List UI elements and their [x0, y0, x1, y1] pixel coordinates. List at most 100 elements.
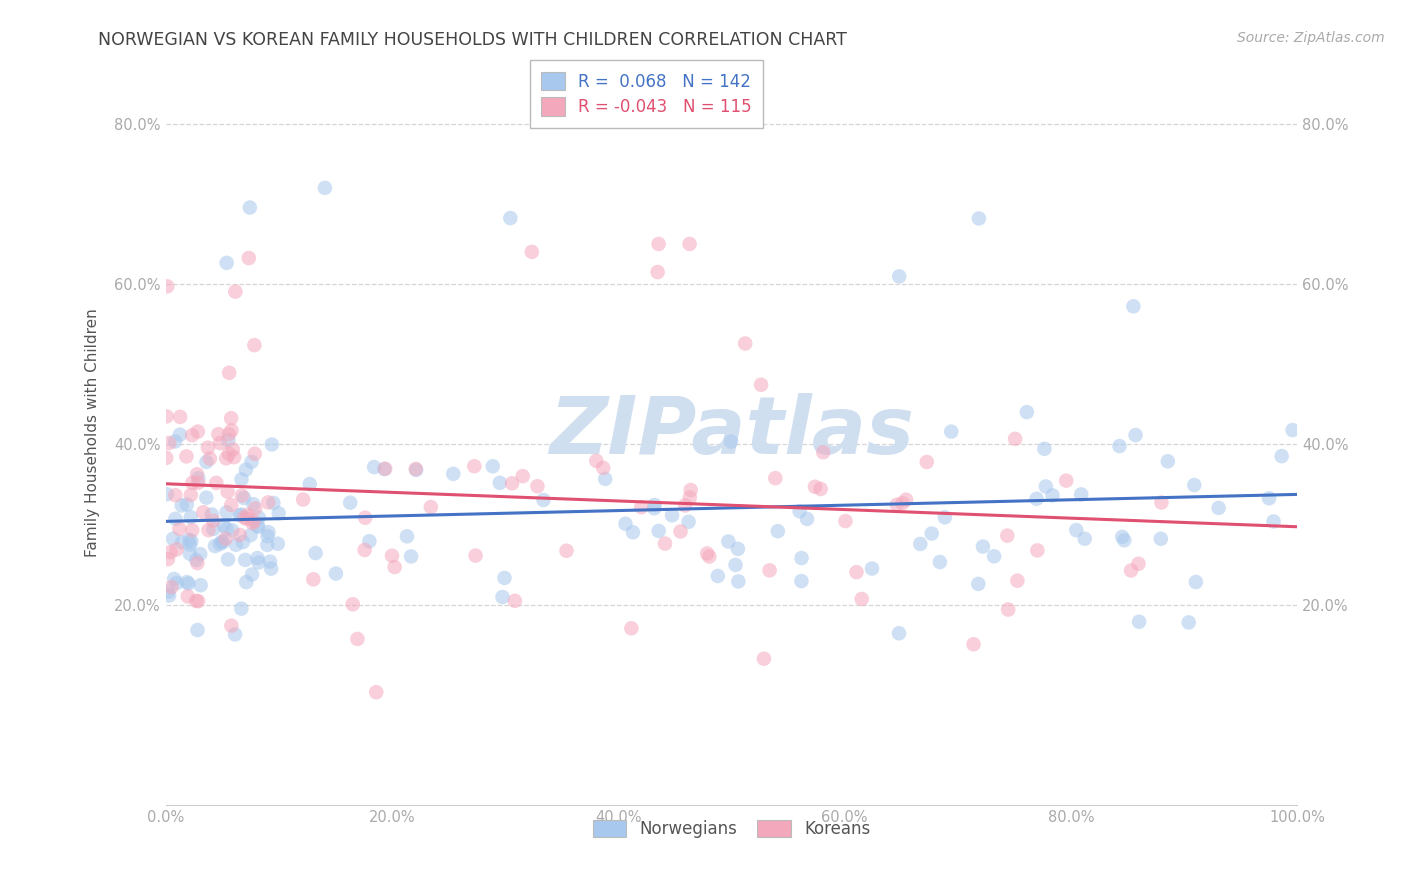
Point	[160, 580, 183, 594]
Point	[156, 279, 179, 293]
Point	[346, 632, 368, 646]
Point	[1007, 574, 1029, 588]
Point	[630, 500, 652, 515]
Point	[1125, 428, 1147, 442]
Point	[1114, 533, 1136, 548]
Point	[325, 566, 347, 581]
Point	[643, 501, 665, 516]
Point	[212, 518, 235, 533]
Point	[363, 460, 385, 475]
Point	[1033, 442, 1056, 456]
Point	[207, 427, 229, 442]
Point	[162, 532, 184, 546]
Point	[790, 574, 813, 588]
Point	[235, 463, 257, 477]
Point	[834, 514, 856, 528]
Point	[678, 515, 700, 529]
Point	[860, 561, 883, 575]
Point	[187, 475, 209, 490]
Point	[995, 528, 1018, 542]
Text: ZIPatlas: ZIPatlas	[548, 393, 914, 471]
Point	[419, 500, 441, 514]
Point	[972, 540, 994, 554]
Point	[749, 377, 772, 392]
Point	[156, 552, 179, 566]
Point	[661, 508, 683, 523]
Point	[526, 479, 548, 493]
Point	[170, 499, 193, 513]
Point	[1182, 478, 1205, 492]
Point	[381, 549, 404, 563]
Point	[314, 181, 336, 195]
Point	[696, 546, 718, 560]
Point	[181, 428, 204, 442]
Point	[967, 211, 990, 226]
Point	[218, 427, 240, 442]
Point	[181, 475, 204, 490]
Point	[179, 547, 201, 561]
Point	[267, 506, 290, 520]
Point	[214, 532, 236, 546]
Point	[555, 543, 578, 558]
Point	[188, 547, 211, 561]
Point	[233, 553, 256, 567]
Point	[177, 590, 200, 604]
Point	[941, 425, 963, 439]
Point	[679, 491, 702, 505]
Point	[1015, 405, 1038, 419]
Point	[184, 594, 207, 608]
Point	[915, 455, 938, 469]
Point	[1064, 523, 1087, 537]
Point	[1042, 488, 1064, 502]
Point	[202, 514, 225, 528]
Point	[503, 594, 526, 608]
Point	[198, 451, 221, 466]
Point	[225, 538, 247, 552]
Point	[197, 441, 219, 455]
Point	[229, 528, 252, 542]
Point	[789, 504, 811, 518]
Point	[236, 508, 259, 522]
Point	[934, 510, 956, 524]
Point	[222, 442, 245, 457]
Point	[1035, 479, 1057, 493]
Point	[186, 553, 208, 567]
Point	[217, 552, 239, 566]
Point	[501, 476, 523, 491]
Point	[176, 575, 198, 590]
Point	[374, 461, 396, 475]
Point	[256, 538, 278, 552]
Point	[488, 475, 510, 490]
Point	[845, 565, 868, 579]
Point	[886, 498, 908, 512]
Point	[1025, 491, 1047, 506]
Point	[205, 475, 228, 490]
Point	[790, 551, 813, 566]
Point	[156, 487, 179, 501]
Point	[215, 451, 238, 466]
Point	[1128, 557, 1150, 571]
Point	[647, 265, 669, 279]
Point	[215, 505, 238, 519]
Point	[155, 409, 177, 424]
Point	[1258, 491, 1281, 506]
Point	[215, 256, 238, 270]
Point	[186, 556, 208, 570]
Point	[217, 484, 239, 499]
Point	[267, 537, 290, 551]
Point	[491, 590, 513, 604]
Point	[215, 522, 238, 536]
Point	[245, 501, 267, 516]
Point	[727, 541, 749, 556]
Point	[644, 498, 666, 512]
Point	[231, 489, 253, 503]
Point	[384, 560, 406, 574]
Point	[240, 567, 263, 582]
Point	[292, 492, 315, 507]
Point	[464, 549, 486, 563]
Point	[366, 685, 388, 699]
Point	[593, 472, 616, 486]
Point	[463, 459, 485, 474]
Point	[1122, 299, 1144, 313]
Point	[217, 433, 239, 447]
